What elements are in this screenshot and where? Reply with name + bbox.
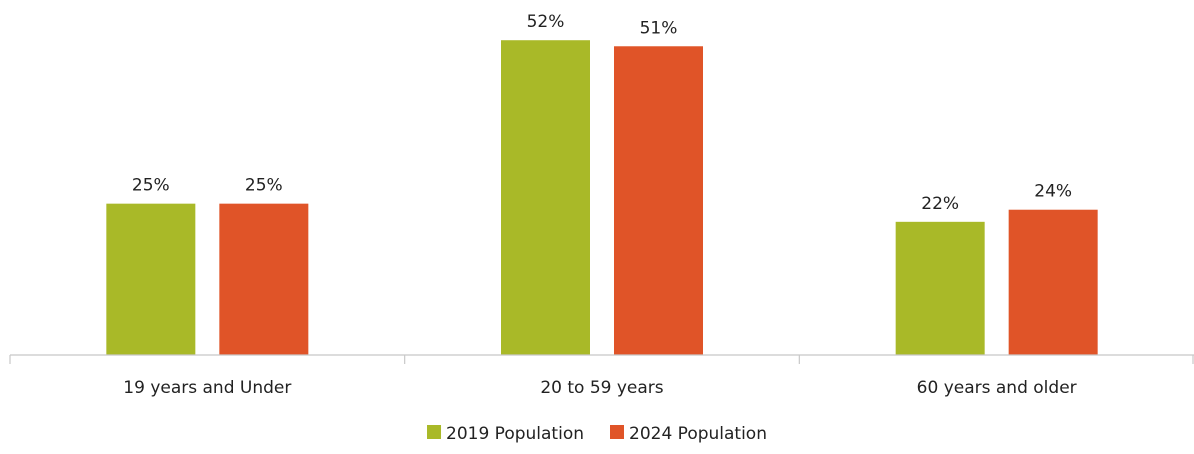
data-label-2024-population-20-to-59-years: 51% [640,18,678,38]
data-label-2019-population-19-years-and-under: 25% [132,176,170,196]
legend-label-2024-population: 2024 Population [629,424,767,444]
category-label-19-years-and-under: 19 years and Under [123,378,291,398]
x-axis-ticks [9,355,1194,364]
legend-swatch-2019-population [427,425,442,439]
category-label-60-years-and-older: 60 years and older [917,378,1077,398]
bar-2024-population-20-to-59-years [614,46,703,356]
bar-2019-population-60-years-and-older [895,221,985,355]
bar-2024-population-60-years-and-older [1008,209,1098,355]
data-labels-group: 25% 25% 52% 51% 22% 24% [132,12,1072,214]
bar-2019-population-19-years-and-under [106,203,196,355]
bars-group [106,40,1098,356]
legend-label-2019-population: 2019 Population [446,424,584,444]
category-label-20-to-59-years: 20 to 59 years [540,378,663,398]
data-label-2024-population-19-years-and-under: 25% [245,176,283,196]
legend-swatch-2024-population [610,425,624,439]
category-labels-group: 19 years and Under 20 to 59 years 60 years… [123,378,1076,398]
data-label-2019-population-20-to-59-years: 52% [527,12,565,32]
data-label-2024-population-60-years-and-older: 24% [1034,182,1072,202]
data-label-2019-population-60-years-and-older: 22% [921,194,959,214]
legend: 2019 Population 2024 Population [427,424,767,444]
bar-2024-population-19-years-and-under [219,203,309,355]
bar-2019-population-20-to-59-years [501,40,590,355]
